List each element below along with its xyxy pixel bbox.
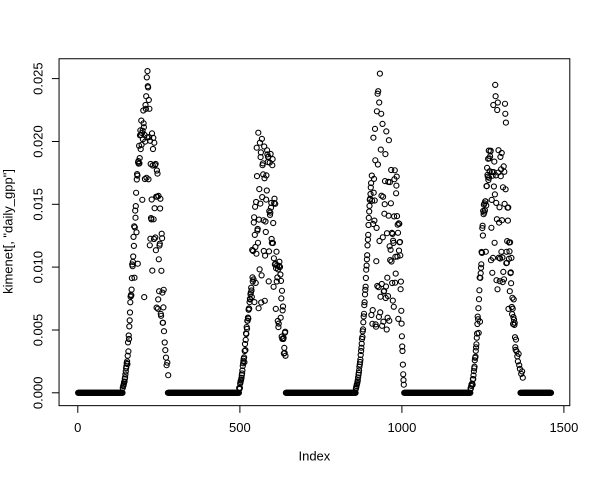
svg-text:0.015: 0.015	[30, 188, 45, 221]
svg-text:1000: 1000	[387, 420, 416, 435]
svg-text:kimenet[, "daily_gpp"]: kimenet[, "daily_gpp"]	[1, 169, 16, 294]
svg-text:0.000: 0.000	[30, 377, 45, 410]
svg-text:Index: Index	[298, 449, 330, 464]
svg-text:500: 500	[229, 420, 251, 435]
svg-text:0.005: 0.005	[30, 314, 45, 347]
svg-text:0: 0	[74, 420, 81, 435]
svg-text:1500: 1500	[549, 420, 578, 435]
svg-text:0.010: 0.010	[30, 251, 45, 284]
svg-text:0.025: 0.025	[30, 62, 45, 95]
svg-text:0.020: 0.020	[30, 125, 45, 158]
